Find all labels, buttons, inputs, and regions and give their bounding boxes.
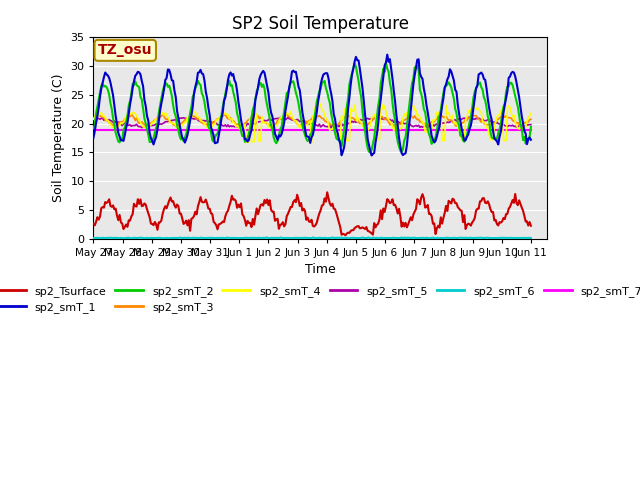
Title: SP2 Soil Temperature: SP2 Soil Temperature xyxy=(232,15,408,33)
X-axis label: Time: Time xyxy=(305,263,335,276)
Y-axis label: Soil Temperature (C): Soil Temperature (C) xyxy=(52,73,65,202)
Legend: sp2_Tsurface, sp2_smT_1, sp2_smT_2, sp2_smT_3, sp2_smT_4, sp2_smT_5, sp2_smT_6, : sp2_Tsurface, sp2_smT_1, sp2_smT_2, sp2_… xyxy=(0,281,640,317)
Text: TZ_osu: TZ_osu xyxy=(98,43,152,58)
